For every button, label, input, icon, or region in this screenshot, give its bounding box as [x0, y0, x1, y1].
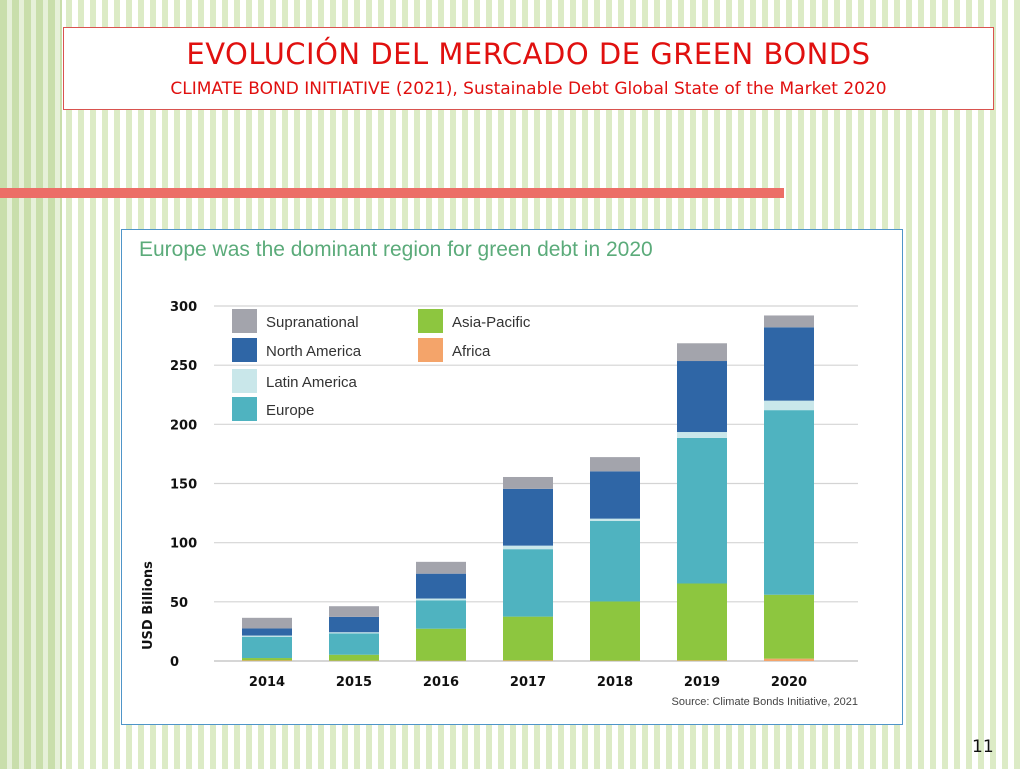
green-debt-chart: Europe was the dominant region for green… [139, 238, 859, 708]
bar-2016-supranational [416, 561, 466, 574]
bar-2020-asia-pacific [764, 594, 814, 659]
y-axis-label: USD Billions [141, 561, 156, 650]
bar-2019-north-america [677, 361, 727, 433]
x-tick-label-2016: 2016 [423, 675, 459, 690]
x-tick-label-2018: 2018 [597, 675, 633, 690]
bar-2020-africa [764, 658, 814, 661]
left-decorative-strip [0, 0, 62, 769]
legend-label-europe: Europe [266, 402, 314, 419]
title-box: EVOLUCIÓN DEL MERCADO DE GREEN BONDS CLI… [63, 27, 994, 110]
chart-title: Europe was the dominant region for green… [139, 238, 653, 261]
bar-2016-asia-pacific [416, 628, 466, 661]
bar-2014-africa [242, 660, 292, 661]
y-tick-label-250: 250 [170, 359, 197, 374]
decorative-red-bar [0, 188, 784, 198]
bar-2018-latin-america [590, 518, 640, 522]
y-tick-label-200: 200 [170, 418, 197, 433]
bar-2018-asia-pacific [590, 601, 640, 661]
legend-label-latin-america: Latin America [266, 374, 358, 391]
bar-2019-supranational [677, 343, 727, 362]
bar-2020-north-america [764, 327, 814, 401]
y-tick-label-300: 300 [170, 300, 197, 315]
legend-swatch-europe [232, 397, 257, 421]
bar-2014-asia-pacific [242, 658, 292, 661]
bar-2017-asia-pacific [503, 616, 553, 661]
legend-swatch-asia-pacific [418, 309, 443, 333]
bar-2020-latin-america [764, 400, 814, 411]
bar-2017-supranational [503, 476, 553, 489]
bar-2017-latin-america [503, 545, 553, 550]
bar-2016-europe [416, 600, 466, 629]
bar-2014-latin-america [242, 635, 292, 637]
bar-2020-supranational [764, 315, 814, 328]
y-tick-label-0: 0 [170, 655, 179, 670]
bar-2014-north-america [242, 628, 292, 636]
source-note: Source: Climate Bonds Initiative, 2021 [672, 696, 859, 708]
bar-2018-north-america [590, 471, 640, 519]
chart-panel: Europe was the dominant region for green… [121, 229, 903, 725]
bar-2017-europe [503, 549, 553, 617]
bar-2017-africa [503, 660, 553, 661]
bar-2020-europe [764, 410, 814, 595]
x-tick-label-2014: 2014 [249, 675, 285, 690]
bar-2014-europe [242, 636, 292, 659]
legend-label-africa: Africa [452, 343, 491, 360]
bar-2015-asia-pacific [329, 654, 379, 661]
legend-swatch-north-america [232, 338, 257, 362]
bar-2019-asia-pacific [677, 583, 727, 661]
bar-2016-north-america [416, 573, 466, 599]
bar-2015-supranational [329, 606, 379, 617]
bar-2015-europe [329, 633, 379, 655]
legend-swatch-latin-america [232, 369, 257, 393]
legend-swatch-supranational [232, 309, 257, 333]
bar-2017-north-america [503, 488, 553, 546]
legend-label-asia-pacific: Asia-Pacific [452, 314, 531, 331]
bar-2015-north-america [329, 616, 379, 633]
bar-2016-latin-america [416, 598, 466, 601]
x-tick-label-2015: 2015 [336, 675, 372, 690]
bar-2014-supranational [242, 617, 292, 629]
bar-2019-europe [677, 437, 727, 584]
bar-2019-latin-america [677, 432, 727, 438]
bar-2018-supranational [590, 457, 640, 472]
page-number: 11 [972, 737, 994, 757]
legend-label-north-america: North America [266, 343, 362, 360]
slide-subtitle: CLIMATE BOND INITIATIVE (2021), Sustaina… [170, 79, 887, 99]
x-tick-label-2020: 2020 [771, 675, 807, 690]
bar-2019-africa [677, 660, 727, 661]
x-tick-label-2017: 2017 [510, 675, 546, 690]
x-tick-label-2019: 2019 [684, 675, 720, 690]
bar-2015-latin-america [329, 632, 379, 634]
y-tick-label-50: 50 [170, 596, 188, 611]
slide-title: EVOLUCIÓN DEL MERCADO DE GREEN BONDS [186, 37, 871, 71]
y-tick-label-150: 150 [170, 478, 197, 493]
legend-swatch-africa [418, 338, 443, 362]
legend-label-supranational: Supranational [266, 314, 359, 331]
bar-2018-europe [590, 521, 640, 602]
y-tick-label-100: 100 [170, 537, 197, 552]
